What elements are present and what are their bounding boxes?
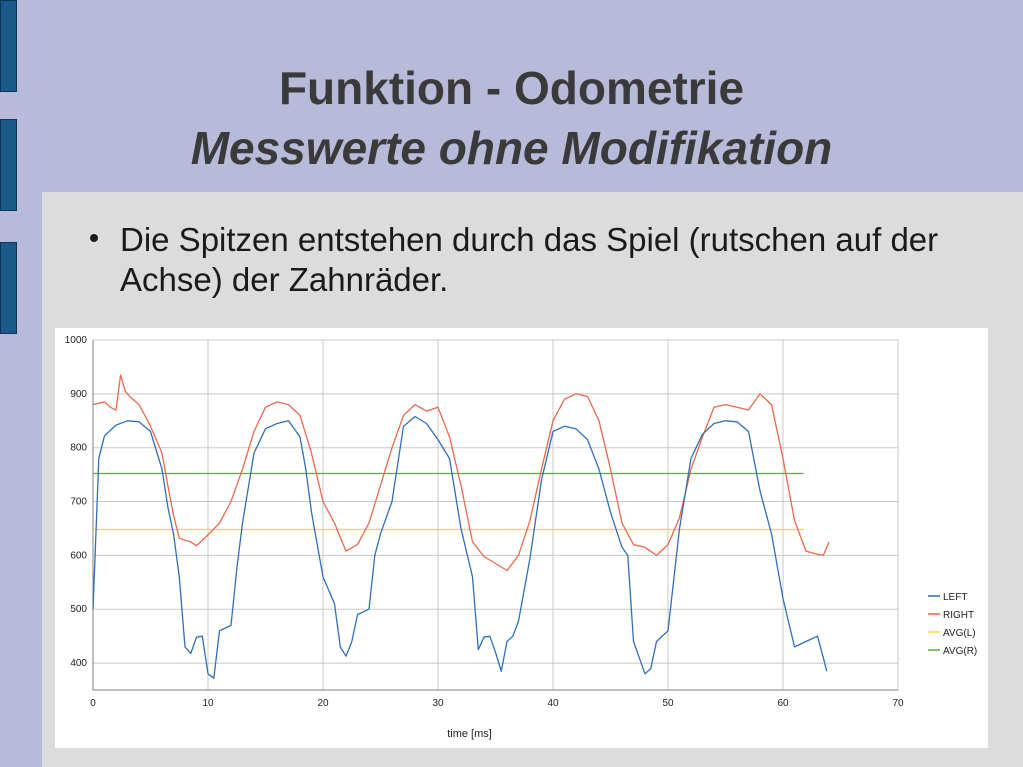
y-tick-label: 1000 (65, 335, 88, 346)
legend-label: AVG(L) (943, 628, 976, 639)
slide-subtitle: Messwerte ohne Modifikation (190, 122, 833, 174)
line-chart: 400 500 600 700 800 900 1000 0 10 20 30 40 50 60 70 tim… (65, 335, 978, 740)
x-tick-label: 10 (202, 698, 214, 709)
x-tick-label: 20 (317, 698, 329, 709)
x-tick-label: 50 (662, 698, 674, 709)
bullet-dot-icon (90, 234, 98, 242)
legend-label: AVG(R) (943, 646, 977, 657)
series-line-left (92, 415, 828, 679)
slide-title: Funktion - Odometrie (278, 62, 745, 114)
y-tick-label: 700 (70, 497, 87, 508)
legend-label: RIGHT (943, 610, 974, 621)
x-axis-label: time [ms] (447, 728, 492, 740)
plot-area (92, 339, 899, 691)
legend-label: LEFT (943, 592, 967, 603)
bullet-text: Die Spitzen entstehen durch das Spiel (r… (120, 221, 939, 298)
side-decoration-bar (0, 119, 17, 211)
slide-title-block: Funktion - Odometrie Messwerte ohne Modi… (0, 58, 1023, 178)
y-tick-label: 500 (70, 604, 87, 615)
y-tick-label: 900 (70, 389, 87, 400)
x-tick-label: 0 (90, 698, 96, 709)
x-tick-label: 40 (547, 698, 559, 709)
x-tick-label: 70 (892, 698, 904, 709)
y-tick-label: 800 (70, 443, 87, 454)
x-tick-label: 60 (777, 698, 789, 709)
side-decoration-bar (0, 0, 17, 92)
x-tick-label: 30 (432, 698, 444, 709)
chart-panel: 400 500 600 700 800 900 1000 0 10 20 30 40 50 60 70 tim… (55, 328, 988, 748)
side-decoration-bar (0, 242, 17, 334)
y-tick-label: 400 (70, 658, 87, 669)
y-tick-label: 600 (70, 550, 87, 561)
